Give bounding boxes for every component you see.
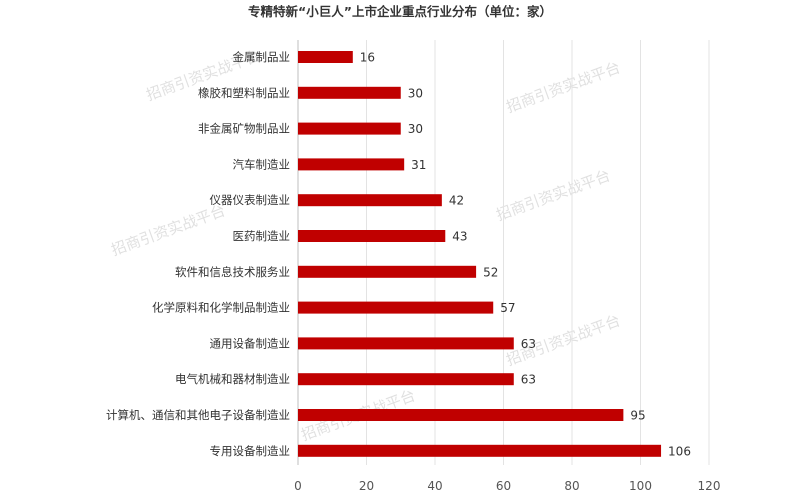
bar (298, 158, 405, 171)
x-tick-label: 40 (427, 479, 442, 493)
category-label: 仪器仪表制造业 (210, 193, 291, 207)
x-tick-label: 120 (698, 479, 721, 493)
value-label: 31 (411, 158, 426, 172)
bar (298, 373, 514, 386)
category-label: 医药制造业 (233, 229, 291, 243)
category-label: 金属制品业 (233, 50, 291, 64)
bar (298, 337, 514, 350)
x-axis-ticks: 0 20 40 60 80 100 120 (294, 479, 720, 493)
category-label: 专用设备制造业 (210, 444, 291, 458)
value-label: 57 (500, 301, 515, 315)
watermark-text: 招商引资实战平台 (494, 166, 613, 224)
bar (298, 51, 353, 63)
chart-title: 专精特新“小巨人”上市企业重点行业分布（单位：家） (248, 4, 552, 19)
value-label: 30 (408, 86, 423, 100)
category-labels: 金属制品业橡胶和塑料制品业非金属矿物制品业汽车制造业仪器仪表制造业医药制造业软件… (106, 50, 290, 458)
category-label: 非金属矿物制品业 (198, 122, 290, 136)
value-label: 16 (360, 51, 375, 65)
x-tick-label: 100 (629, 479, 652, 493)
category-label: 橡胶和塑料制品业 (198, 86, 290, 100)
category-label: 汽车制造业 (233, 157, 291, 171)
category-label: 电气机械和器材制造业 (175, 372, 290, 386)
gridlines (297, 40, 710, 465)
x-tick-label: 80 (564, 479, 579, 493)
bar (298, 409, 624, 421)
bars (298, 51, 662, 457)
bar (298, 230, 446, 242)
category-label: 化学原料和化学制品制造业 (152, 301, 290, 315)
value-label: 63 (521, 373, 536, 387)
bar (298, 444, 662, 457)
value-label: 43 (452, 230, 467, 244)
x-tick-label: 60 (496, 479, 511, 493)
category-label: 计算机、通信和其他电子设备制造业 (106, 408, 290, 422)
bar (298, 301, 494, 314)
watermark-text: 招商引资实战平台 (504, 58, 623, 116)
bar (298, 194, 442, 207)
value-label: 42 (449, 194, 464, 208)
watermark-text: 招商引资实战平台 (109, 201, 228, 259)
bar (298, 265, 477, 278)
x-tick-label: 0 (294, 479, 302, 493)
category-label: 通用设备制造业 (210, 336, 291, 350)
value-label: 106 (668, 444, 691, 458)
value-labels: 16 30 30 31 42 43 52 57 63 63 95 106 (360, 51, 691, 459)
value-label: 30 (408, 122, 423, 136)
value-label: 52 (483, 265, 498, 279)
bar (298, 122, 401, 135)
value-label: 95 (630, 409, 645, 423)
value-label: 63 (521, 337, 536, 351)
bar (298, 86, 401, 99)
category-label: 软件和信息技术服务业 (175, 265, 290, 279)
x-tick-label: 20 (359, 479, 374, 493)
